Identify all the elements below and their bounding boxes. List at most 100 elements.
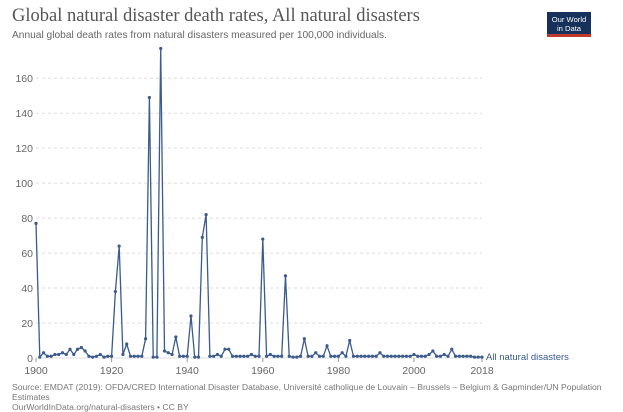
data-point[interactable] (200, 235, 204, 239)
data-point[interactable] (276, 354, 280, 358)
data-point[interactable] (79, 345, 83, 350)
data-point[interactable] (204, 213, 208, 217)
data-point[interactable] (310, 354, 314, 358)
data-point[interactable] (53, 352, 57, 357)
data-point[interactable] (401, 354, 405, 358)
data-point[interactable] (329, 354, 333, 358)
data-point[interactable] (121, 352, 125, 357)
data-point[interactable] (185, 354, 189, 358)
data-point[interactable] (321, 354, 325, 358)
data-point[interactable] (306, 354, 310, 358)
data-point[interactable] (472, 355, 477, 359)
data-point[interactable] (397, 354, 401, 358)
data-point[interactable] (68, 347, 72, 351)
data-point[interactable] (351, 354, 356, 358)
data-point[interactable] (469, 354, 473, 358)
data-point[interactable] (374, 354, 378, 358)
data-point[interactable] (227, 347, 231, 351)
data-point[interactable] (314, 351, 318, 355)
data-point[interactable] (170, 352, 174, 357)
data-point[interactable] (317, 354, 322, 358)
data-point[interactable] (147, 95, 151, 100)
data-point[interactable] (83, 349, 87, 353)
data-point[interactable] (94, 354, 99, 358)
data-point[interactable] (41, 351, 46, 355)
data-point[interactable] (367, 354, 371, 358)
data-point[interactable] (382, 354, 386, 358)
data-point[interactable] (355, 354, 359, 358)
data-point[interactable] (442, 352, 446, 357)
data-point[interactable] (253, 354, 257, 358)
data-point[interactable] (359, 354, 363, 358)
data-point[interactable] (219, 354, 223, 358)
data-point[interactable] (223, 347, 227, 351)
data-point[interactable] (102, 355, 106, 359)
data-point[interactable] (144, 337, 148, 341)
data-point[interactable] (431, 349, 435, 353)
data-point[interactable] (480, 355, 484, 359)
data-point[interactable] (438, 354, 443, 358)
data-point[interactable] (461, 354, 465, 358)
data-point[interactable] (332, 354, 337, 358)
data-point[interactable] (87, 354, 91, 358)
data-point[interactable] (427, 352, 431, 357)
data-point[interactable] (348, 338, 352, 343)
data-point[interactable] (212, 354, 216, 358)
data-point[interactable] (283, 274, 288, 278)
data-point[interactable] (57, 352, 61, 357)
data-point[interactable] (72, 352, 76, 357)
data-point[interactable] (106, 354, 110, 358)
data-point[interactable] (125, 342, 129, 346)
data-point[interactable] (295, 355, 299, 359)
data-point[interactable] (49, 354, 53, 358)
data-point[interactable] (174, 335, 178, 339)
data-point[interactable] (166, 351, 170, 355)
data-point[interactable] (298, 354, 303, 358)
data-point[interactable] (416, 354, 420, 358)
data-point[interactable] (412, 352, 416, 357)
data-point[interactable] (109, 354, 114, 358)
owid-logo[interactable]: Our World in Data (547, 12, 591, 37)
data-point[interactable] (423, 354, 427, 358)
data-point[interactable] (453, 354, 458, 358)
data-point[interactable] (98, 352, 102, 357)
data-point[interactable] (159, 46, 163, 51)
data-point[interactable] (234, 354, 238, 358)
series-line[interactable] (35, 47, 482, 358)
data-point[interactable] (193, 355, 197, 359)
data-point[interactable] (45, 354, 49, 358)
data-point[interactable] (75, 347, 80, 351)
data-point[interactable] (189, 314, 193, 318)
data-point[interactable] (132, 354, 136, 358)
data-point[interactable] (38, 355, 42, 359)
data-point[interactable] (113, 289, 117, 294)
data-point[interactable] (178, 354, 182, 358)
data-point[interactable] (155, 355, 159, 359)
data-point[interactable] (117, 244, 121, 248)
data-point[interactable] (280, 354, 284, 358)
data-point[interactable] (242, 354, 246, 358)
data-point[interactable] (344, 354, 348, 358)
data-point[interactable] (268, 352, 272, 357)
data-point[interactable] (128, 354, 133, 358)
data-point[interactable] (465, 354, 469, 358)
data-point[interactable] (389, 354, 393, 358)
data-point[interactable] (60, 351, 65, 355)
data-point[interactable] (34, 221, 38, 225)
data-point[interactable] (249, 352, 254, 357)
data-point[interactable] (261, 237, 265, 241)
data-point[interactable] (238, 354, 242, 358)
data-point[interactable] (246, 354, 250, 358)
source-url[interactable]: OurWorldInData.org/natural-disasters • C… (12, 402, 189, 412)
data-point[interactable] (340, 351, 344, 355)
data-point[interactable] (140, 354, 144, 358)
data-point[interactable] (230, 354, 235, 358)
data-point[interactable] (136, 354, 140, 358)
data-point[interactable] (393, 354, 397, 358)
data-point[interactable] (457, 354, 461, 358)
data-point[interactable] (291, 355, 295, 359)
data-point[interactable] (435, 354, 439, 358)
data-point[interactable] (208, 354, 212, 358)
data-point[interactable] (385, 354, 390, 358)
data-point[interactable] (476, 355, 480, 359)
